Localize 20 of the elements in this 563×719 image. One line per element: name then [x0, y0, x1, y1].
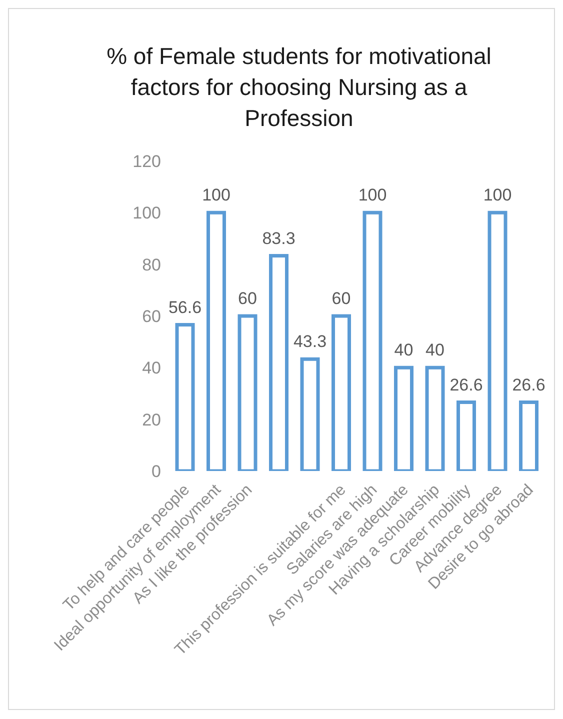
- data-label: 60: [238, 289, 257, 308]
- y-tick-label: 80: [142, 255, 161, 274]
- data-label: 60: [332, 289, 351, 308]
- data-label: 100: [483, 186, 512, 205]
- y-tick-label: 20: [142, 410, 161, 430]
- y-tick-label: 60: [142, 307, 161, 326]
- y-tick-label: 100: [132, 204, 161, 223]
- chart-title: % of Female students for motivational factors for choosing Nursing as a Profession: [106, 42, 492, 133]
- data-label: 43.3: [293, 332, 327, 352]
- data-label: 40: [426, 340, 444, 360]
- y-tick-label: 120: [132, 152, 161, 172]
- data-label: 100: [358, 186, 387, 205]
- y-tick-label: 0: [152, 462, 161, 482]
- data-label: 56.6: [168, 298, 202, 317]
- data-label: 83.3: [262, 228, 296, 248]
- y-tick-label: 40: [142, 358, 161, 378]
- data-label: 26.6: [450, 375, 483, 394]
- data-label: 100: [202, 186, 230, 205]
- data-label: 40: [394, 340, 414, 360]
- data-label: 26.6: [512, 375, 546, 394]
